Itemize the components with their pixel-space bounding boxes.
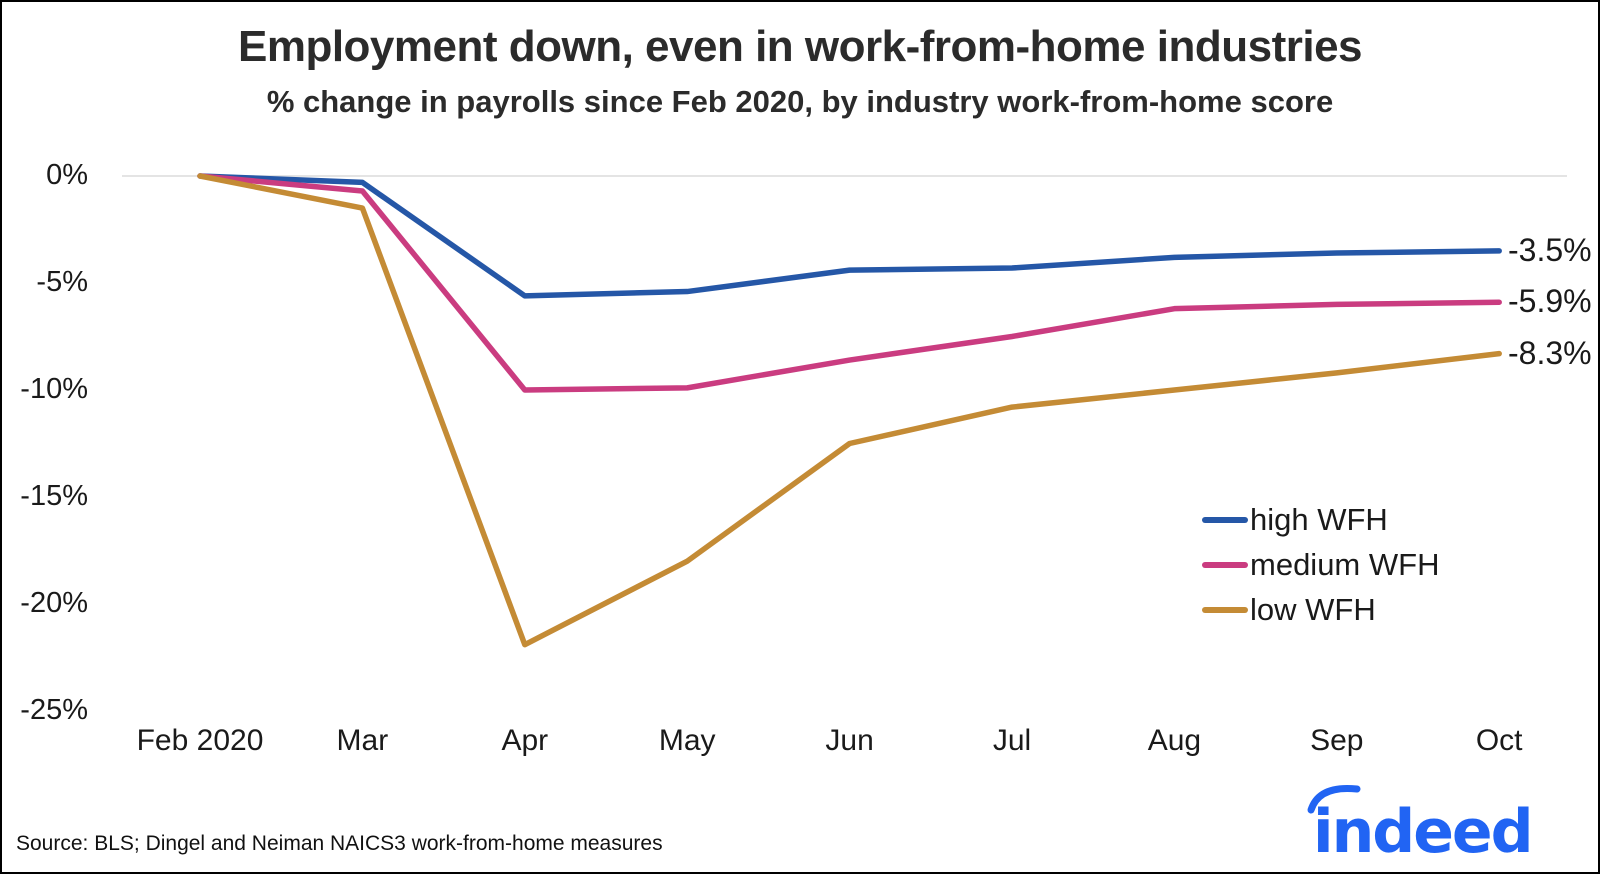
- x-tick-label: Mar: [336, 724, 389, 757]
- legend-swatch-icon: [1202, 562, 1248, 568]
- indeed-logo-swoosh-icon: [1307, 784, 1361, 814]
- series-line-low-wfh: [197, 173, 1502, 648]
- x-tick-label: Jun: [825, 724, 874, 757]
- legend-item-medium-wfh: medium WFH: [1202, 547, 1439, 583]
- x-tick-label: Oct: [1475, 724, 1523, 757]
- y-tick-label: -5%: [36, 266, 88, 298]
- end-label-high-wfh: -3.5%: [1508, 231, 1592, 268]
- legend-item-low-wfh: low WFH: [1202, 592, 1439, 628]
- legend-swatch-icon: [1202, 607, 1248, 613]
- x-tick-label: Sep: [1310, 724, 1364, 757]
- y-tick-label: 0%: [46, 159, 88, 191]
- x-tick-label: Apr: [501, 724, 549, 757]
- legend-label: low WFH: [1250, 592, 1376, 627]
- source-note: Source: BLS; Dingel and Neiman NAICS3 wo…: [16, 832, 663, 855]
- legend-item-high-wfh: high WFH: [1202, 502, 1439, 538]
- chart-title: Employment down, even in work-from-home …: [237, 22, 1363, 71]
- series-line-high-wfh: [197, 173, 1502, 299]
- x-tick-label: May: [658, 724, 716, 757]
- x-tick-label: Feb 2020: [136, 724, 264, 757]
- legend: high WFH medium WFH low WFH: [1202, 502, 1439, 628]
- legend-label: high WFH: [1250, 502, 1388, 537]
- y-tick-label: -10%: [20, 373, 88, 405]
- x-tick-label: Jul: [992, 724, 1032, 757]
- legend-label: medium WFH: [1250, 547, 1440, 582]
- series-line-medium-wfh: [197, 173, 1502, 393]
- legend-swatch-icon: [1202, 517, 1248, 523]
- indeed-logo-text: indeed: [1313, 797, 1532, 867]
- chart-subtitle: % change in payrolls since Feb 2020, by …: [266, 84, 1334, 119]
- end-label-medium-wfh: -5.9%: [1508, 283, 1592, 320]
- y-tick-label: -20%: [20, 587, 88, 619]
- end-label-low-wfh: -8.3%: [1508, 334, 1592, 371]
- y-tick-label: -25%: [20, 694, 88, 726]
- y-tick-label: -15%: [20, 480, 88, 512]
- indeed-logo: indeed: [1307, 784, 1534, 867]
- x-tick-label: Aug: [1147, 724, 1202, 757]
